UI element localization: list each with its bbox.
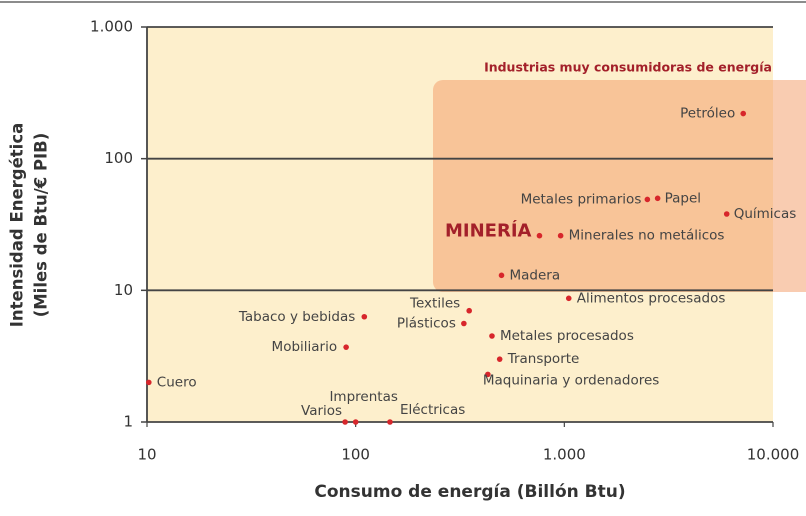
point (352, 419, 359, 425)
point-label: Cuero (157, 374, 197, 390)
point (343, 344, 349, 350)
point-label: Alimentos procesados (577, 290, 726, 306)
y-axis-label: Intensidad Energética (8, 123, 27, 328)
point (644, 196, 651, 203)
point-label: Papel (665, 190, 701, 206)
point (342, 419, 348, 425)
point (496, 356, 503, 362)
y-axis-label: (Miles de Btu/€ PIB) (32, 133, 51, 318)
point-label: Varios (301, 403, 342, 419)
point-label: Químicas (734, 206, 797, 222)
point (565, 295, 572, 302)
point-label: Maquinaria y ordenadores (483, 372, 659, 388)
point-label: Metales procesados (500, 328, 634, 344)
point-label: MINERÍA (445, 220, 532, 242)
point-label: Minerales no metálicos (569, 228, 725, 244)
point-label: Petróleo (680, 106, 735, 122)
point (723, 211, 730, 217)
annotation: Industrias muy consumidoras de energía (484, 60, 772, 75)
y-tick-label: 10 (114, 281, 133, 299)
point-label: Plásticos (397, 315, 456, 331)
point (489, 333, 495, 339)
y-tick-label: 1 (123, 413, 133, 431)
point-label: Imprentas (329, 389, 397, 405)
x-axis-label: Consumo de energía (Billón Btu) (314, 482, 625, 502)
point (654, 195, 661, 202)
point (485, 371, 491, 378)
point-label: Tabaco y bebidas (238, 309, 355, 325)
point (461, 320, 467, 327)
point (740, 110, 747, 117)
x-tick-label: 10 (137, 446, 156, 464)
point-label: Textiles (409, 296, 460, 312)
x-tick-label: 1.000 (543, 446, 586, 464)
point (466, 307, 472, 314)
x-tick-label: 100 (341, 446, 370, 464)
y-tick-label: 100 (104, 149, 133, 167)
point (557, 232, 564, 239)
point-label: Madera (510, 267, 561, 283)
highlight-region (433, 80, 806, 292)
point-label: Transporte (507, 351, 580, 367)
point-label: Metales primarios (521, 191, 642, 207)
point (536, 232, 543, 239)
x-tick-label: 10.000 (747, 446, 800, 464)
point (145, 379, 152, 386)
point (361, 313, 368, 320)
y-tick-label: 1.000 (90, 18, 133, 36)
point-label: Eléctricas (400, 402, 465, 418)
point-label: Mobiliario (272, 339, 338, 355)
point (387, 419, 393, 425)
point (498, 272, 505, 279)
